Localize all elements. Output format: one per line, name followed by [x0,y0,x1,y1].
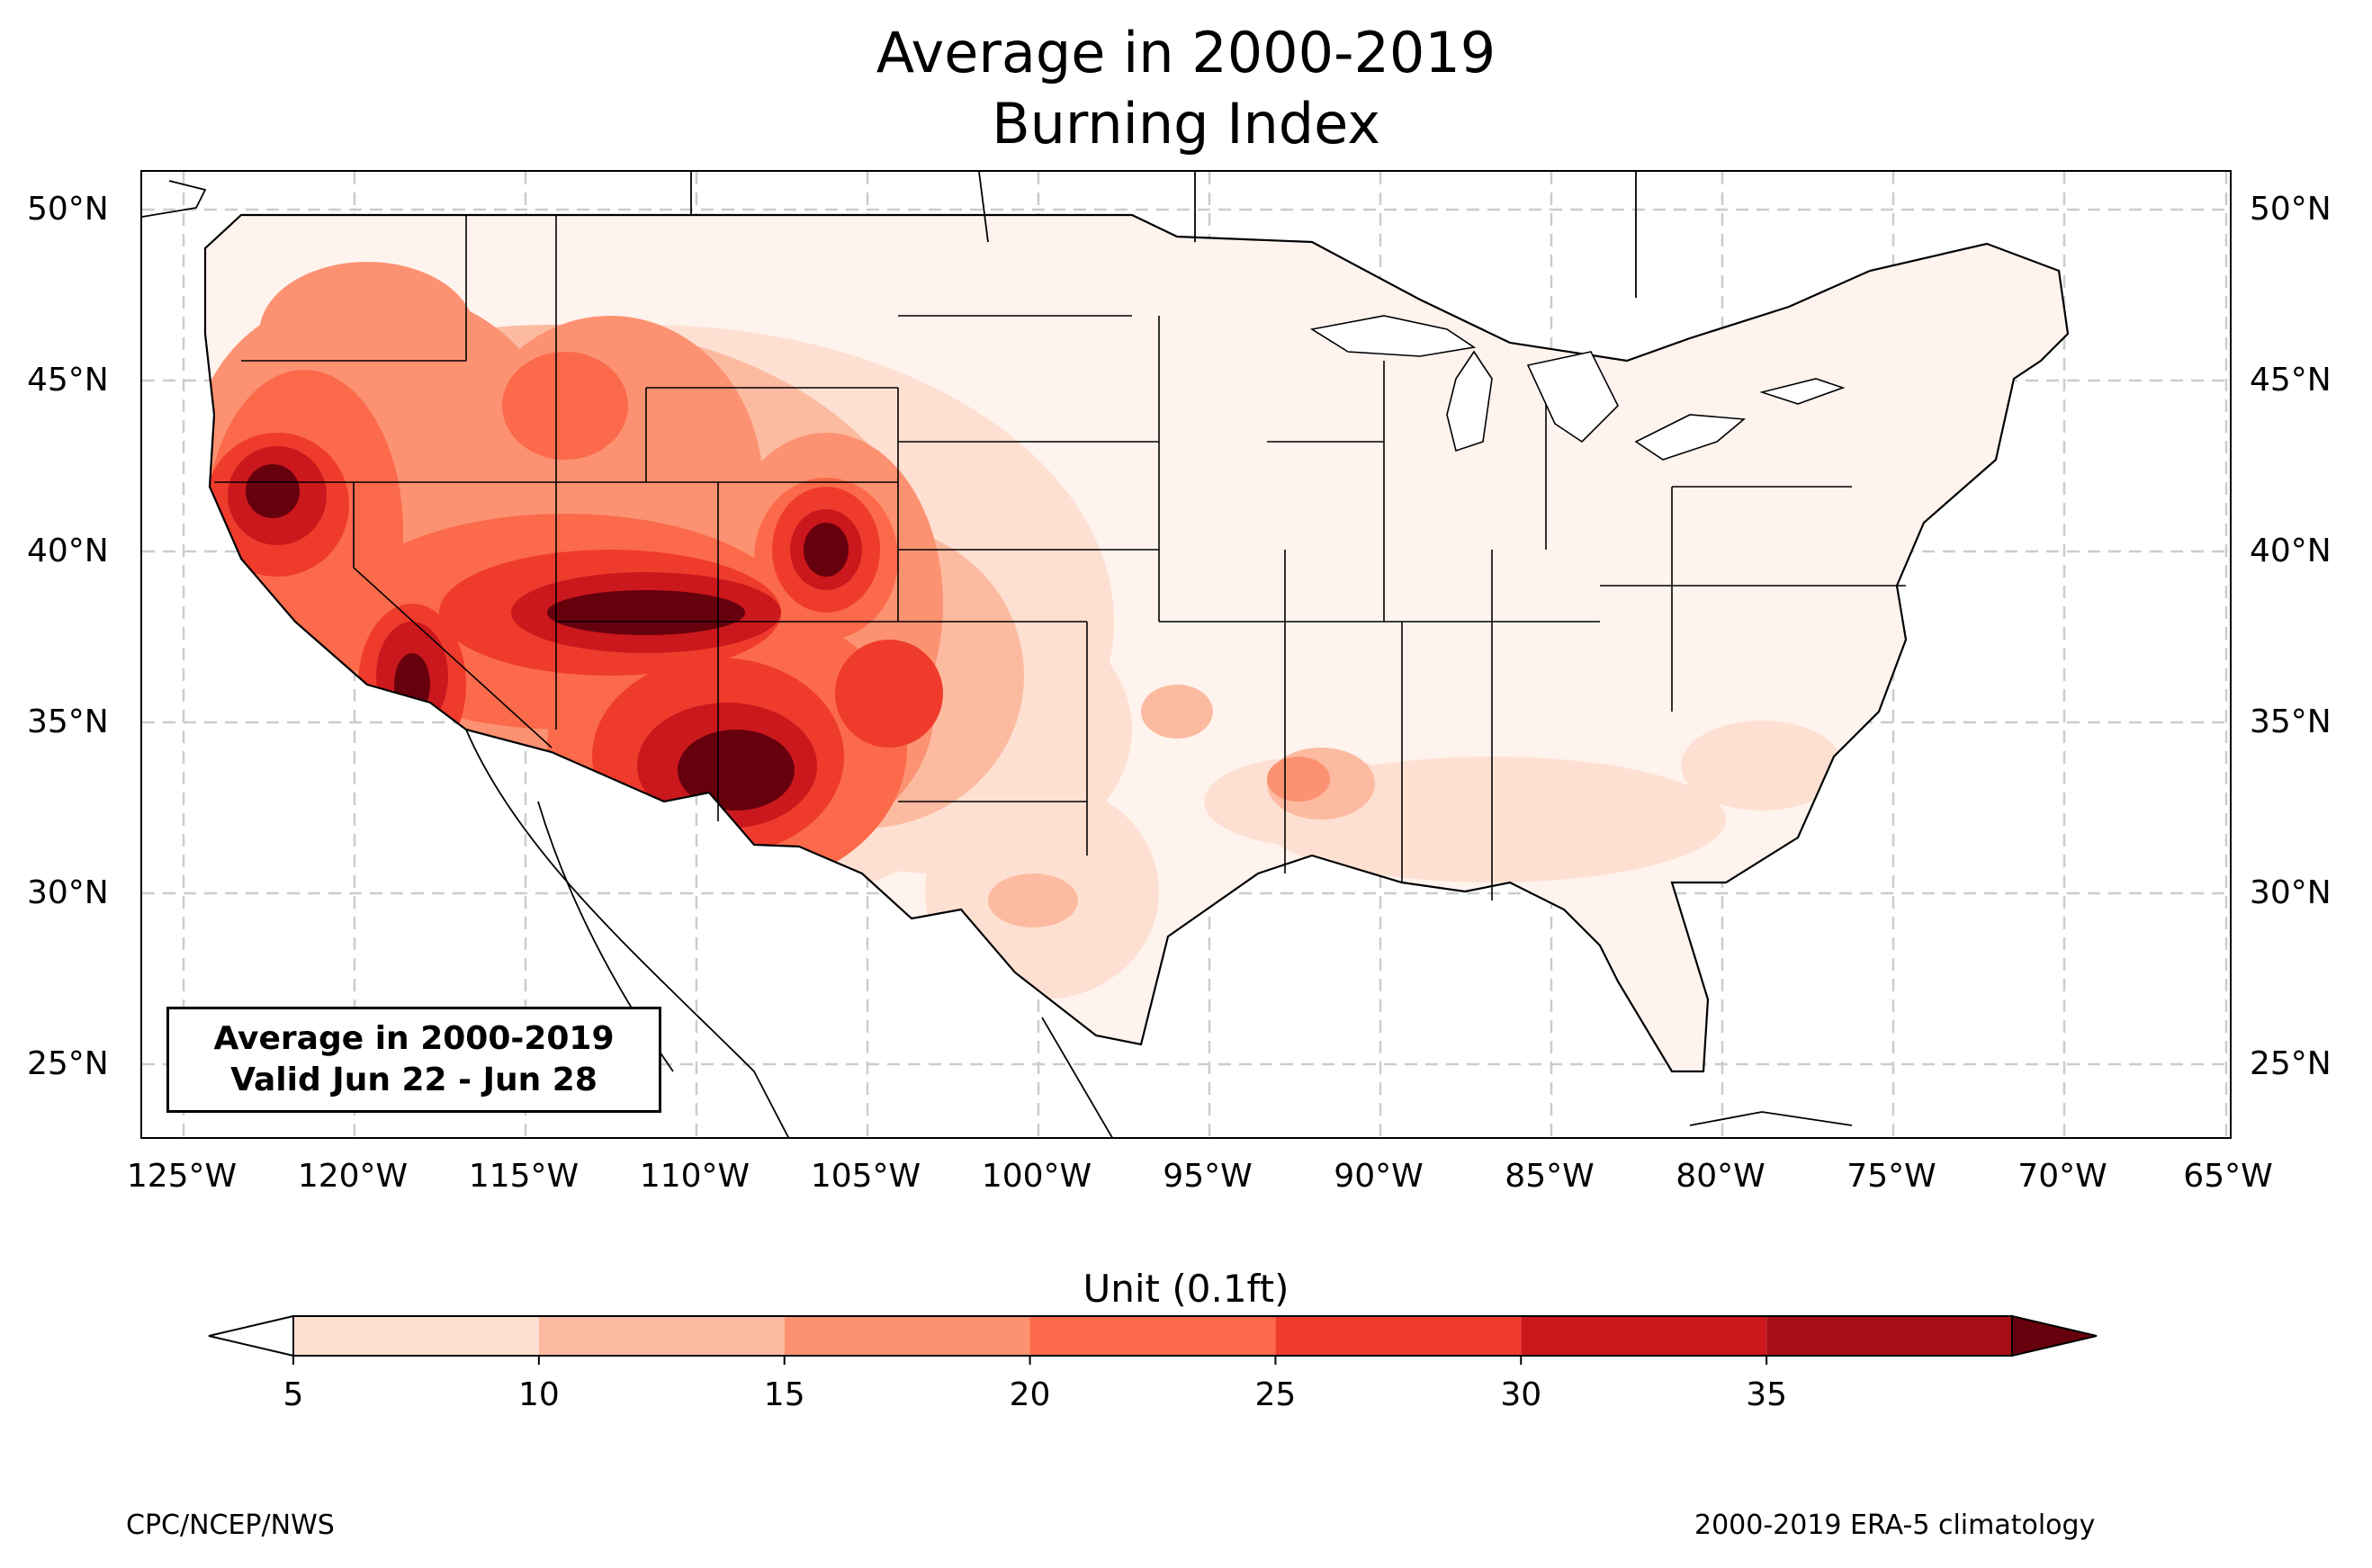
us-outline [203,213,2070,1073]
lon-label: 115°W [468,1158,580,1195]
colorbar-tick-label: 35 [1746,1376,1788,1413]
colorbar-tick-label: 15 [763,1376,805,1413]
colorbar-bin [1029,1316,1276,1356]
colorbar-over-triangle [2011,1314,2098,1357]
colorbar-tick-label: 25 [1254,1376,1297,1413]
lon-label: 85°W [1505,1158,1595,1195]
lon-label: 80°W [1676,1158,1766,1195]
lat-label-left: 25°N [27,1045,109,1082]
colorbar-bin [1766,1316,2012,1356]
colorbar-bin [1521,1316,1767,1356]
lon-label: 70°W [2017,1158,2107,1195]
colorbar-title: Unit (0.1ft) [1083,1267,1289,1311]
colorbar-frame [292,1315,2013,1357]
chart-title: Average in 2000-2019 [876,20,1496,85]
lat-label-left: 45°N [27,362,109,399]
colorbar-bin [293,1316,539,1356]
colorbar-bin [1275,1316,1522,1356]
colorbar-tick-label: 30 [1500,1376,1542,1413]
lat-label-right: 35°N [2250,703,2332,740]
colorbar-under-triangle [208,1314,294,1357]
chart-subtitle: Burning Index [992,91,1380,157]
lat-label-left: 40°N [27,533,109,569]
lon-label: 65°W [2183,1158,2273,1195]
lat-label-right: 25°N [2250,1045,2332,1082]
burning-index-field [205,215,2068,1071]
lat-label-left: 30°N [27,874,109,911]
colorbar-tick-label: 5 [283,1376,304,1413]
colorbar [208,1314,2098,1365]
lat-label-right: 50°N [2250,191,2332,228]
lat-label-right: 30°N [2250,874,2332,911]
footer-climatology: 2000-2019 ERA-5 climatology [1694,1510,2096,1541]
lon-label: 125°W [126,1158,238,1195]
lon-label: 95°W [1163,1158,1253,1195]
lat-label-right: 40°N [2250,533,2332,569]
lon-label: 110°W [639,1158,750,1195]
footer-source: CPC/NCEP/NWS [126,1510,335,1541]
colorbar-bin [784,1316,1030,1356]
colorbar-tick-label: 20 [1009,1376,1051,1413]
lon-label: 120°W [297,1158,409,1195]
lat-label-left: 50°N [27,191,109,228]
lon-label: 105°W [810,1158,921,1195]
colorbar-tick-label: 10 [517,1376,560,1413]
lat-label-right: 45°N [2250,362,2332,399]
state-borders [214,215,1906,900]
valid-box-line1: Average in 2000-2019 [213,1020,615,1057]
lon-label: 100°W [981,1158,1092,1195]
valid-box-line2: Valid Jun 22 - Jun 28 [230,1062,597,1098]
great-lakes [1309,315,1846,461]
colorbar-bin [538,1316,785,1356]
lon-label: 75°W [1846,1158,1936,1195]
map-panel: Average in 2000-2019 Valid Jun 22 - Jun … [140,170,2232,1139]
lon-label: 90°W [1334,1158,1424,1195]
valid-period-box: Average in 2000-2019 Valid Jun 22 - Jun … [166,1007,661,1113]
map-svg [142,172,2230,1137]
lat-label-left: 35°N [27,703,109,740]
